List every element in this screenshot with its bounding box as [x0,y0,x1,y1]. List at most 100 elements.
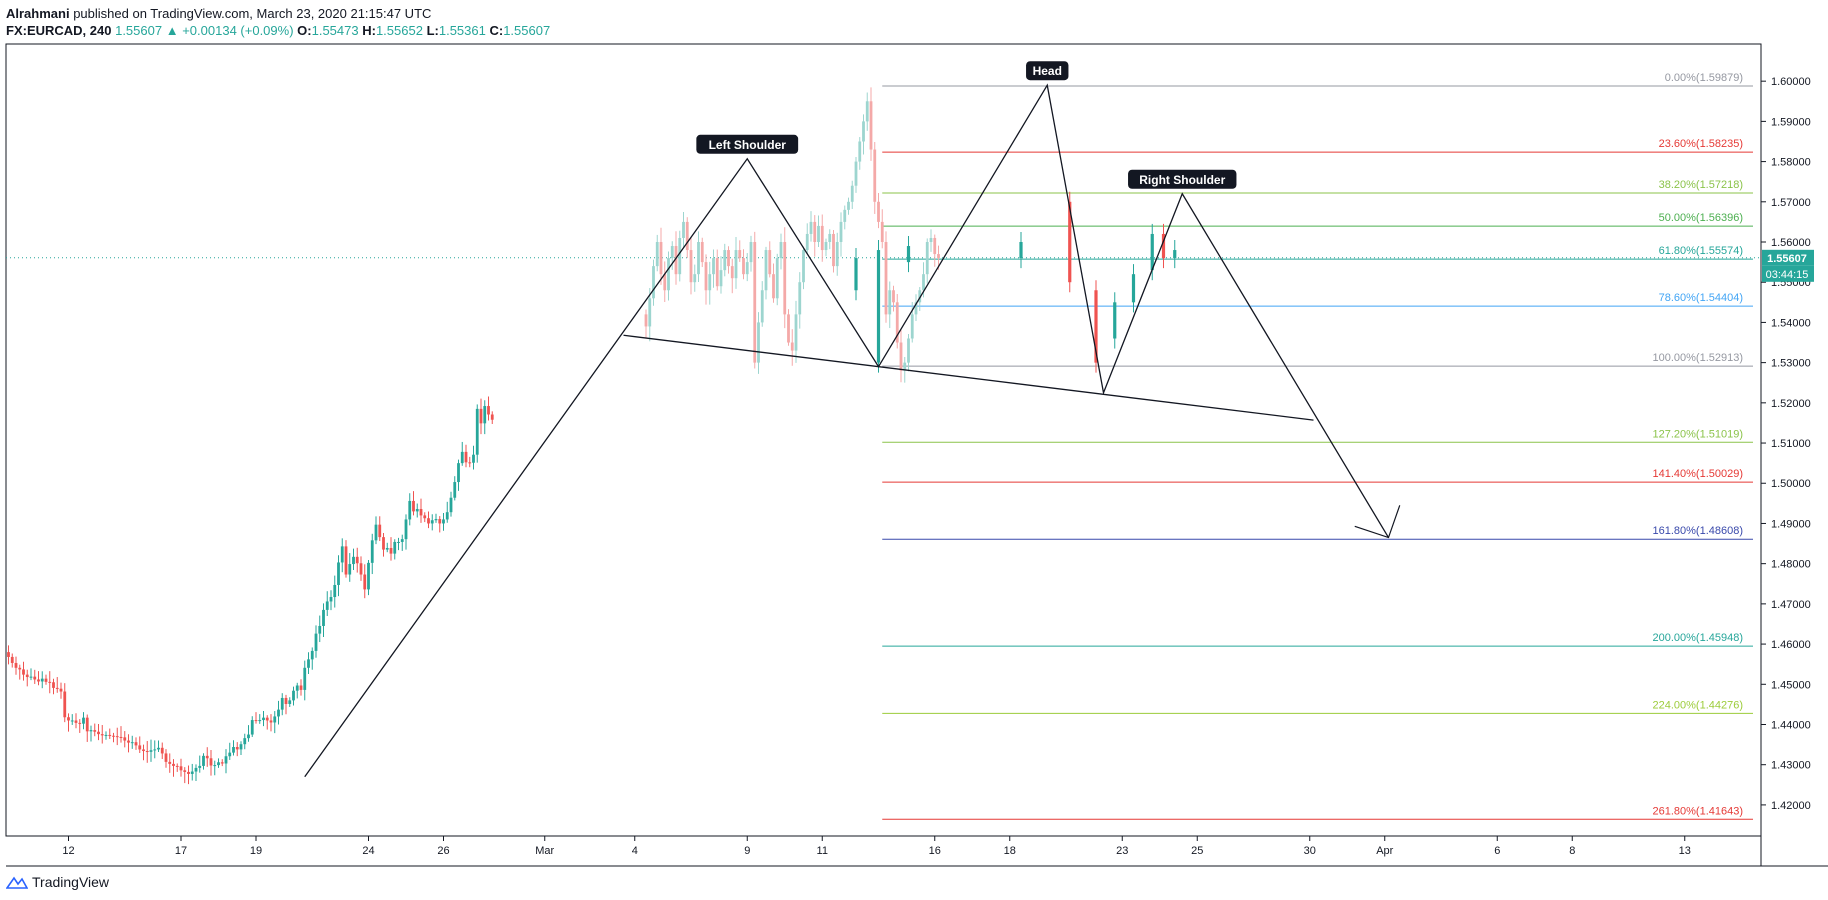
fib-level-label: 224.00%(1.44276) [1652,699,1743,711]
candle-body [370,540,374,563]
plot-frame [5,43,1762,837]
candle-body [325,601,329,610]
replay-candle-body [839,221,843,243]
replay-candle-body [899,342,903,371]
candle-body [70,720,74,722]
candle-body [29,676,33,678]
candle-body [269,720,273,723]
candle-body [149,750,153,752]
open-label: O: [297,23,312,38]
replay-candle-body [715,258,719,287]
chart-header: Alrahmani published on TradingView.com, … [6,5,550,39]
replay-candle-body [828,233,832,243]
candle-body [430,520,434,524]
replay-candle-body [880,221,884,243]
y-tick-label: 1.49000 [1771,518,1811,530]
replay-candle-body [922,274,925,291]
replay-candle-body [674,246,678,275]
candle-body [168,761,172,764]
candle-body [468,462,472,464]
last-price-badge [1762,249,1814,266]
candle-body [854,258,858,291]
candle-body [145,751,149,753]
candle-body [97,731,100,735]
candle-body [419,508,423,516]
replay-candle-body [903,362,907,371]
author-name[interactable]: Alrahmani [6,6,70,21]
candle-body [52,682,55,688]
neckline [623,334,1314,421]
symbol-label[interactable]: FX:EURCAD, 240 [6,23,112,38]
y-tick-label: 1.58000 [1771,157,1811,169]
replay-candle-body [817,225,820,243]
up-arrow-icon: ▲ [165,23,179,38]
replay-candle-body [820,225,824,251]
candle-body [100,734,104,736]
replay-candle-body [929,237,933,243]
candle-body [374,524,378,541]
replay-candle-body [757,322,760,363]
candle-body [322,609,325,626]
candle-body [63,691,67,718]
fib-level-label: 161.80%(1.48608) [1652,525,1743,537]
pattern-label: Left Shoulder [709,138,787,152]
candle-body [209,758,213,766]
replay-candle-body [873,149,877,202]
candle-body [906,246,911,263]
candle-body [254,720,258,722]
replay-candle-body [663,274,667,291]
low-value: 1.55361 [438,23,486,38]
replay-candle-body [794,314,798,351]
candle-body [453,482,457,498]
candle-body [202,755,205,766]
candle-body [85,717,89,732]
replay-candle-body [892,290,895,303]
high-label: H: [362,23,376,38]
candle-body [175,765,179,767]
replay-candle-body [843,209,847,222]
candle-body [348,564,352,575]
candle-body [400,539,404,542]
fib-level-label: 38.20%(1.57218) [1659,179,1743,191]
tradingview-footer[interactable]: TradingView [6,874,109,890]
candle-body [1094,290,1098,363]
x-tick-label: 26 [437,845,449,857]
candle-body [442,519,445,524]
replay-candle-body [783,242,787,315]
replay-candle-body [835,242,839,267]
candle-body [44,678,48,682]
replay-candle-body [652,266,655,299]
candle-body [438,519,442,524]
tradingview-brand: TradingView [32,874,110,890]
candle-body [217,762,220,766]
replay-candle-body [768,250,772,275]
replay-candle-body [813,221,817,243]
y-tick-label: 1.56000 [1771,237,1811,249]
replay-candle-body [644,314,648,327]
replay-candle-body [693,274,697,283]
candle-body [490,414,494,420]
candle-body [385,547,389,550]
replay-candle-body [895,302,899,343]
x-tick-label: 6 [1494,845,1500,857]
y-tick-label: 1.47000 [1771,599,1811,611]
fib-level-label: 50.00%(1.56396) [1659,212,1743,224]
candle-body [232,747,235,753]
candle-body [363,574,367,590]
replay-candle-body [914,302,918,315]
candle-body [457,463,460,483]
y-tick-label: 1.48000 [1771,559,1811,571]
x-tick-label: 23 [1116,845,1128,857]
x-tick-label: Mar [535,845,554,857]
close-value: 1.55607 [503,23,551,38]
replay-candle-body [648,298,652,327]
candle-body [187,771,190,774]
fib-level-label: 141.40%(1.50029) [1652,468,1743,480]
candle-body [160,747,164,754]
candle-body [22,669,25,675]
candle-body [198,765,202,768]
x-tick-label: 4 [632,845,638,857]
candle-body [292,690,295,701]
candle-body [445,512,449,520]
